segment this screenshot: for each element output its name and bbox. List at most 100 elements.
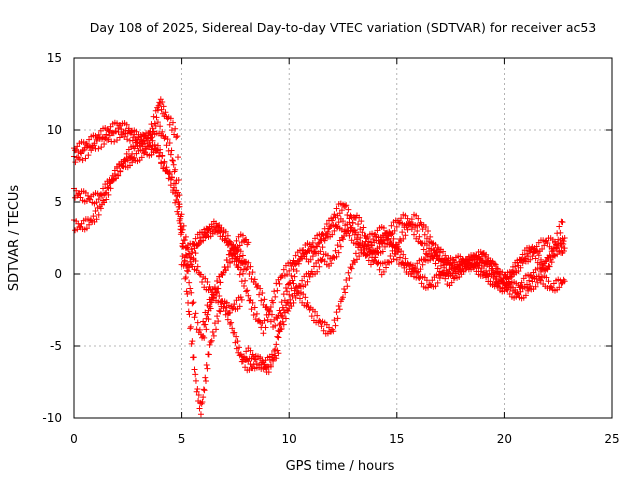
data-point xyxy=(90,213,97,220)
data-point xyxy=(458,271,465,278)
data-point xyxy=(236,271,243,278)
data-point xyxy=(334,315,341,322)
data-point xyxy=(527,248,534,255)
data-point xyxy=(200,386,207,393)
data-point xyxy=(423,241,430,248)
data-point xyxy=(433,252,440,259)
data-point xyxy=(192,310,199,317)
data-point xyxy=(363,235,370,242)
data-point xyxy=(261,317,268,324)
data-point xyxy=(379,248,386,255)
data-point xyxy=(72,159,79,166)
data-point xyxy=(290,257,297,264)
data-points xyxy=(71,96,568,418)
data-point xyxy=(172,199,179,206)
data-point xyxy=(192,235,199,242)
data-point xyxy=(166,140,173,147)
data-point xyxy=(251,276,258,283)
data-point xyxy=(162,109,169,116)
data-point xyxy=(558,280,565,287)
data-point xyxy=(273,341,280,348)
data-point xyxy=(333,309,340,316)
data-point xyxy=(434,265,441,272)
data-point xyxy=(194,319,201,326)
data-point xyxy=(512,286,519,293)
data-point xyxy=(259,359,266,366)
data-point xyxy=(185,268,192,275)
data-point xyxy=(95,211,102,218)
data-point xyxy=(286,291,293,298)
series-track-b xyxy=(71,96,250,273)
data-point xyxy=(203,326,210,333)
data-point xyxy=(215,228,222,235)
data-point xyxy=(490,274,497,281)
data-point xyxy=(193,388,200,395)
data-point xyxy=(404,260,411,267)
data-point xyxy=(157,123,164,130)
data-point xyxy=(280,266,287,273)
data-point xyxy=(159,98,166,105)
data-point xyxy=(393,256,400,263)
data-point xyxy=(560,238,567,245)
data-point xyxy=(159,153,166,160)
data-point xyxy=(279,318,286,325)
data-point xyxy=(261,296,268,303)
data-point xyxy=(526,277,533,284)
data-point xyxy=(101,140,108,147)
data-point xyxy=(556,248,563,255)
data-point xyxy=(164,136,171,143)
data-point xyxy=(194,263,201,270)
data-point xyxy=(75,191,82,198)
data-point xyxy=(288,303,295,310)
data-point xyxy=(323,220,330,227)
data-point xyxy=(235,344,242,351)
data-point xyxy=(275,350,282,357)
data-point xyxy=(109,129,116,136)
data-point xyxy=(527,282,534,289)
data-point xyxy=(256,317,263,324)
data-point xyxy=(224,263,231,270)
data-point xyxy=(461,260,468,267)
data-point xyxy=(444,269,451,276)
y-tick-label: 15 xyxy=(47,51,62,65)
data-point xyxy=(244,265,251,272)
data-point xyxy=(169,157,176,164)
data-point xyxy=(265,369,272,376)
data-point xyxy=(163,164,170,171)
data-point xyxy=(417,266,424,273)
data-point xyxy=(450,275,457,282)
data-point xyxy=(197,411,204,418)
data-point xyxy=(158,106,165,113)
data-point xyxy=(333,205,340,212)
data-point xyxy=(102,135,109,142)
chart-title: Day 108 of 2025, Sidereal Day-to-day VTE… xyxy=(90,20,597,35)
data-point xyxy=(302,282,309,289)
data-point xyxy=(173,134,180,141)
data-point xyxy=(280,291,287,298)
data-point xyxy=(186,264,193,271)
data-point xyxy=(268,311,275,318)
data-point xyxy=(275,334,282,341)
data-point xyxy=(272,322,279,329)
data-point xyxy=(560,276,567,283)
data-point xyxy=(428,250,435,257)
data-point xyxy=(525,253,532,260)
data-point xyxy=(390,235,397,242)
data-point xyxy=(292,284,299,291)
data-point xyxy=(393,223,400,230)
data-point xyxy=(178,226,185,233)
data-point xyxy=(402,232,409,239)
data-point xyxy=(419,226,426,233)
data-point xyxy=(111,138,118,145)
data-point xyxy=(177,231,184,238)
data-point xyxy=(408,226,415,233)
data-point xyxy=(229,305,236,312)
data-point xyxy=(533,247,540,254)
data-point xyxy=(186,250,193,257)
data-point xyxy=(78,220,85,227)
data-point xyxy=(304,278,311,285)
data-point xyxy=(423,277,430,284)
data-point xyxy=(529,278,536,285)
data-point xyxy=(246,270,253,277)
data-point xyxy=(116,134,123,141)
